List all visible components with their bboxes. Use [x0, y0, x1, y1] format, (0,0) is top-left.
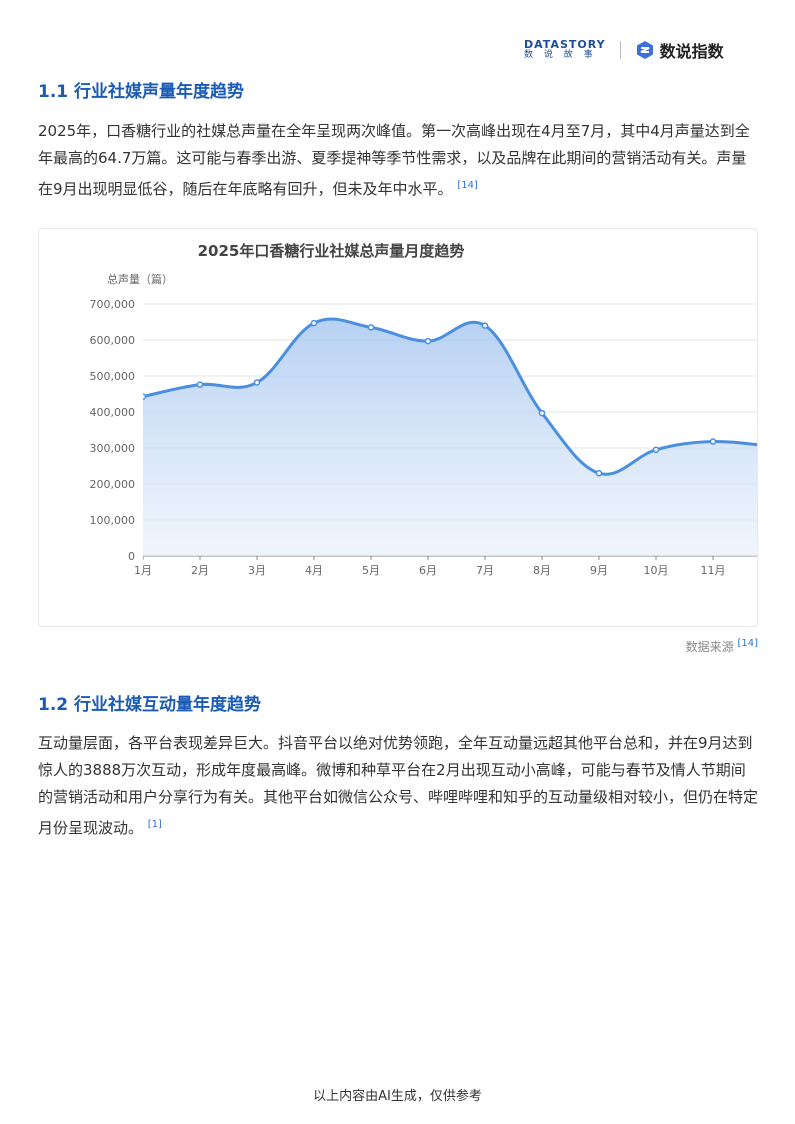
footer: 以上内容由AI生成，仅供参考 [313, 1089, 482, 1104]
area [143, 319, 759, 556]
source-label: 数据来源 [685, 640, 734, 654]
point [481, 322, 489, 329]
y-tick-label: 300,000 [90, 442, 136, 455]
point [424, 337, 432, 345]
product: 数说指数 [635, 38, 724, 62]
brand: DATASTORY 数 说 故 事 [524, 39, 606, 61]
y-tick-label: 400,000 [90, 406, 136, 419]
point [310, 319, 318, 327]
chart: 2025年口香糖行业社媒总声量月度趋势 总声量（篇） 0 100,000 200,0… [90, 242, 759, 577]
x-tick-label: 7月 [476, 564, 494, 577]
point [367, 324, 375, 331]
brand-en: DATASTORY [524, 38, 606, 51]
logo [636, 41, 653, 59]
point [253, 379, 261, 386]
chart-card: 2025年口香糖行业社媒总声量月度趋势 总声量（篇） 0 100,000 200,0… [38, 228, 759, 627]
y-tick-label: 500,000 [90, 370, 136, 383]
section-heading: 1.1 行业社媒声量年度趋势 [38, 82, 245, 102]
section-heading: 1.2 行业社媒互动量年度趋势 [38, 695, 262, 715]
x-tick-label: 10月 [644, 564, 669, 577]
paragraph-text: 互动量层面，各平台表现差异巨大。抖音平台以绝对优势领跑，全年互动量远超其他平台总… [38, 734, 759, 837]
x-tick-label: 5月 [362, 564, 380, 577]
x-tick-label: 9月 [590, 564, 608, 577]
citation[interactable]: [1] [147, 819, 162, 830]
source: 数据来源 [14] [686, 638, 758, 655]
header: DATASTORY 数 说 故 事 数说指数 [524, 38, 724, 62]
y-axis-title: 总声量（篇） [107, 272, 173, 286]
x-tick-label: 8月 [533, 564, 551, 577]
y-tick-label: 600,000 [90, 334, 136, 347]
x-tick-label: 3月 [248, 564, 266, 577]
x-tick-label: 4月 [305, 564, 323, 577]
y-tick-label: 700,000 [90, 298, 136, 311]
point [196, 381, 204, 388]
point [652, 446, 660, 454]
citation[interactable]: [14] [737, 638, 758, 649]
y-tick-label: 200,000 [90, 478, 136, 491]
chart-title: 2025年口香糖行业社媒总声量月度趋势 [198, 242, 465, 260]
x-tick-label: 2月 [191, 564, 209, 577]
point [143, 393, 147, 400]
paragraph: 互动量层面，各平台表现差异巨大。抖音平台以绝对优势领跑，全年互动量远超其他平台总… [38, 730, 758, 842]
y-tick-label: 100,000 [90, 514, 136, 527]
citation[interactable]: [14] [457, 180, 478, 191]
plot [143, 317, 759, 560]
y-tick-label: 0 [128, 550, 135, 563]
x-tick-label: 11月 [701, 564, 726, 577]
paragraph: 2025年，口香糖行业的社媒总声量在全年呈现两次峰值。第一次高峰出现在4月至7月… [38, 118, 758, 203]
x-tick-label: 6月 [419, 564, 437, 577]
product-name: 数说指数 [659, 42, 724, 61]
point [538, 409, 546, 417]
x-tick-label: 1月 [134, 564, 152, 577]
brand-cn: 数 说 故 事 [524, 50, 597, 60]
point [595, 469, 603, 477]
separator [619, 41, 621, 59]
paragraph-text: 2025年，口香糖行业的社媒总声量在全年呈现两次峰值。第一次高峰出现在4月至7月… [38, 122, 750, 198]
point [709, 438, 717, 445]
